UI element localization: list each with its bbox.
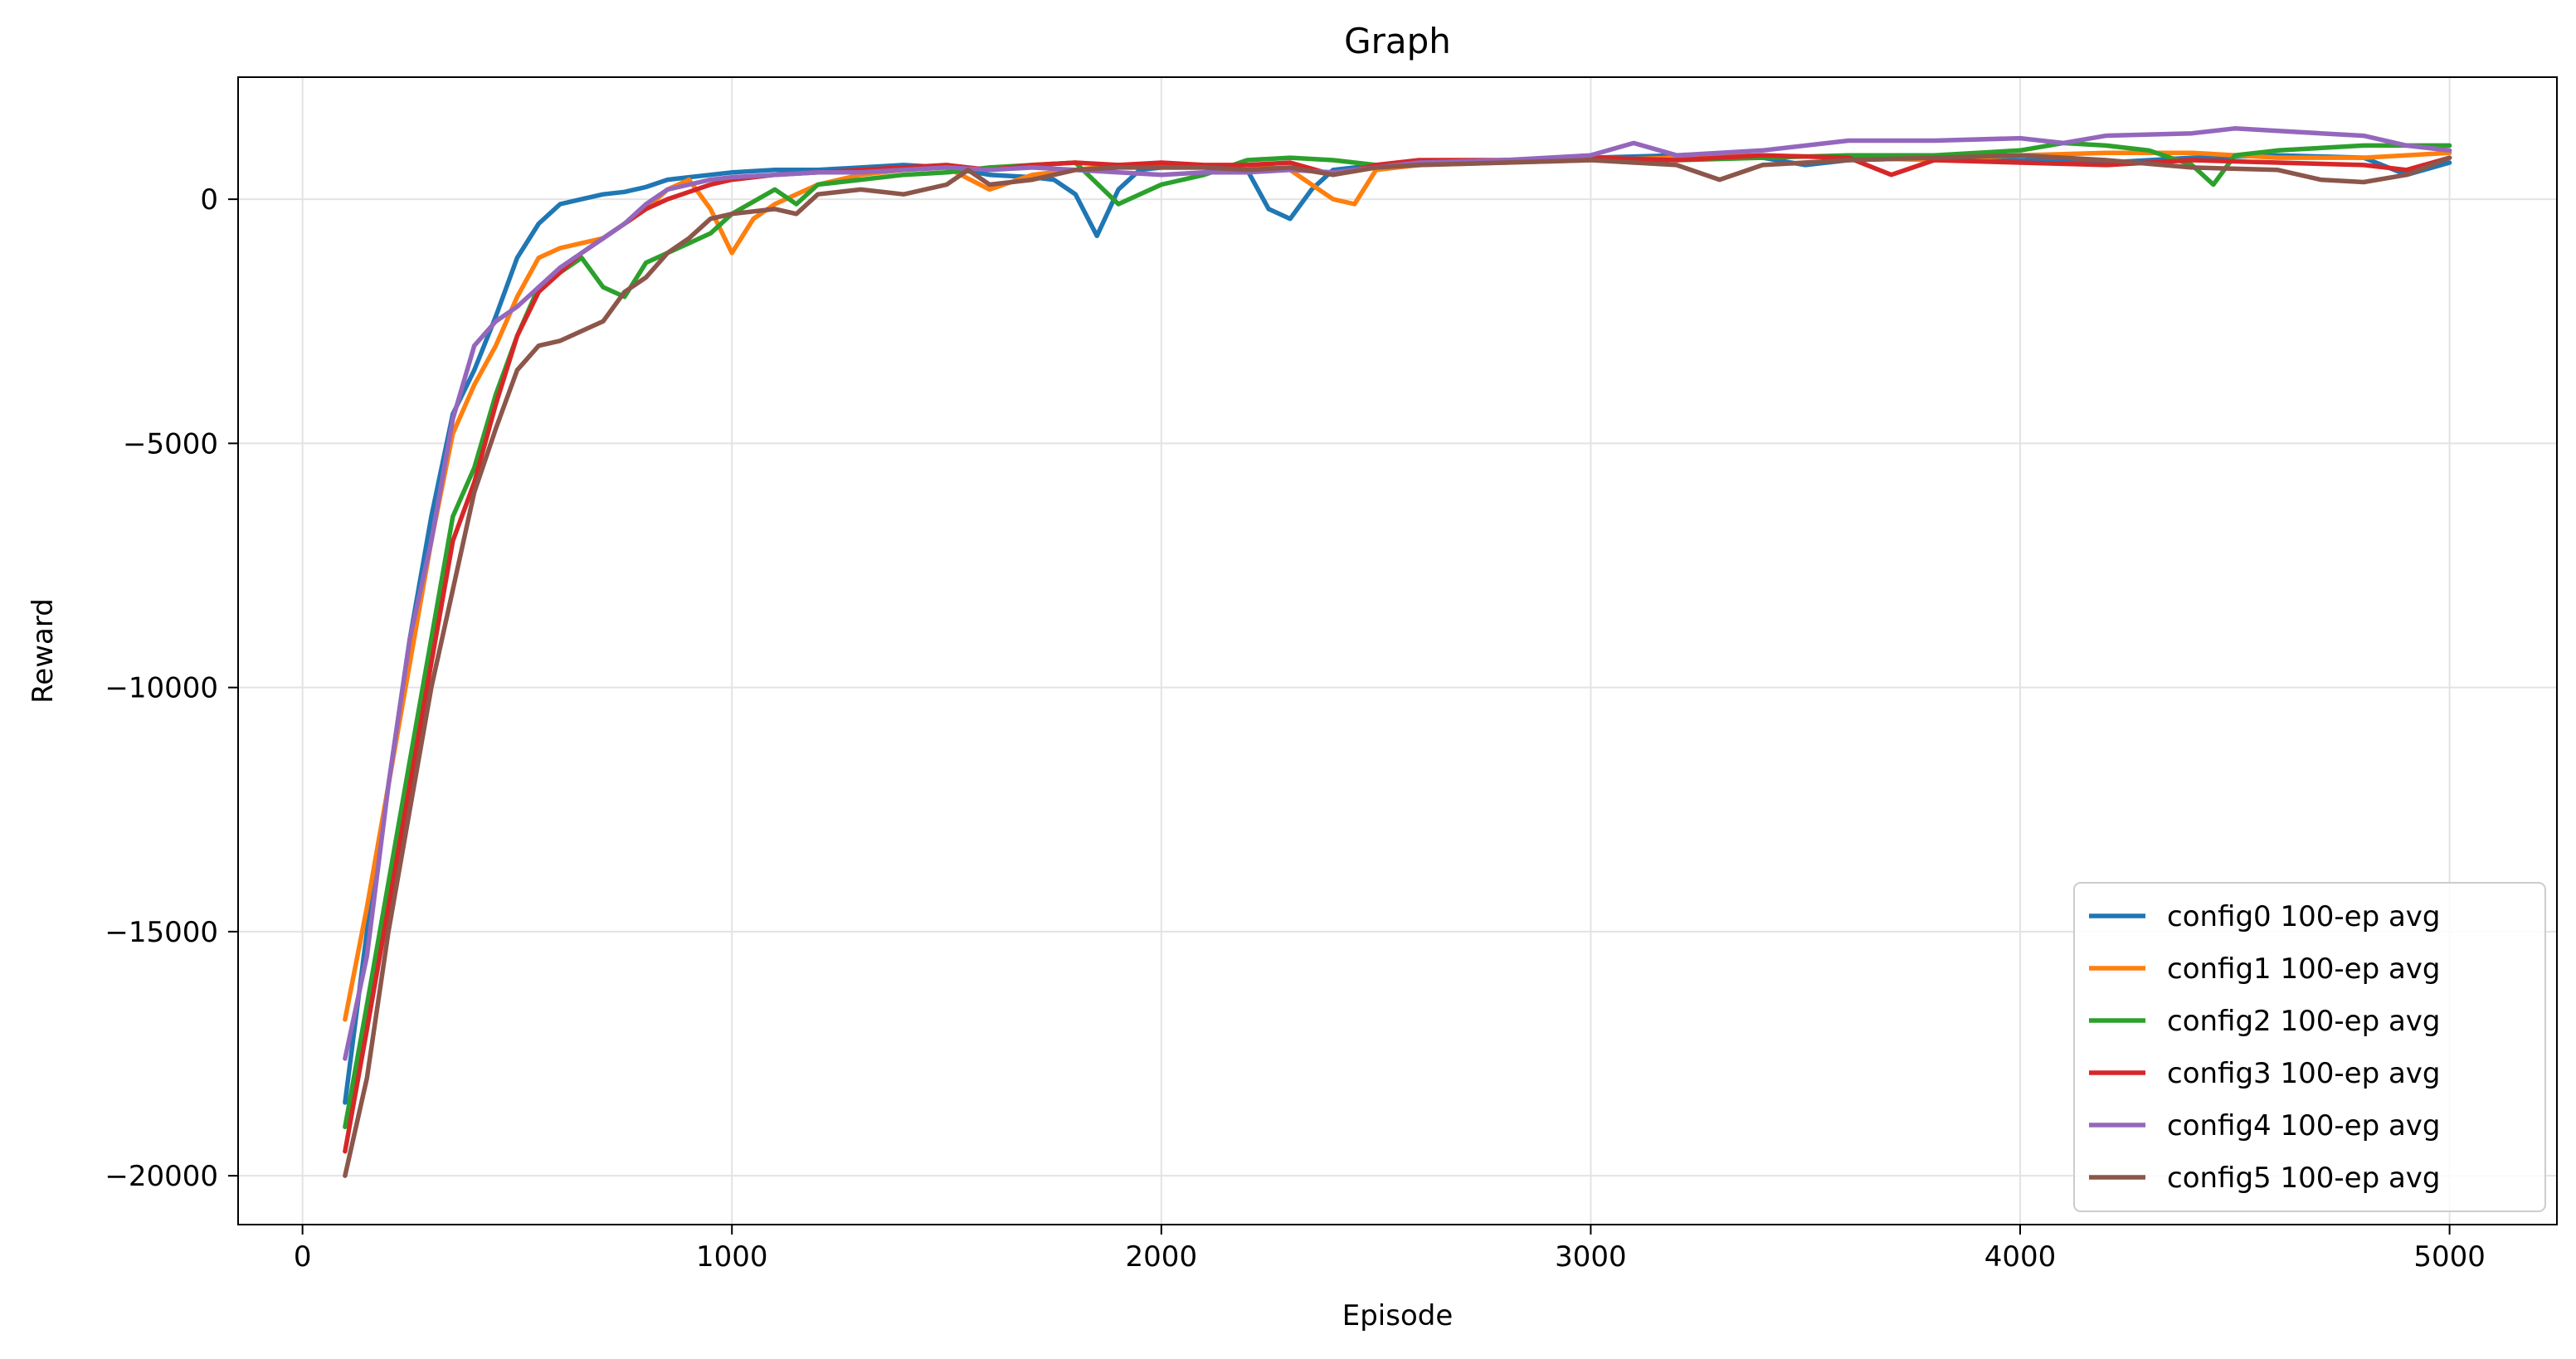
legend-item-label: config2 100-ep avg (2167, 1005, 2441, 1038)
legend-box (2073, 882, 2546, 1212)
legend-item-label: config4 100-ep avg (2167, 1109, 2441, 1142)
x-tick-label: 2000 (1126, 1240, 1198, 1274)
x-axis-label: Episode (1342, 1299, 1454, 1332)
y-tick-label: −10000 (105, 672, 218, 705)
series-lines (343, 126, 2452, 1178)
series-line-config4 (343, 126, 2452, 1061)
y-tick-label: −5000 (123, 427, 218, 460)
x-tick-label: 3000 (1555, 1240, 1627, 1274)
x-tick-label: 5000 (2413, 1240, 2486, 1274)
legend-item-label: config5 100-ep avg (2167, 1162, 2441, 1195)
y-axis-label: Reward (27, 598, 60, 704)
legend-item-label: config1 100-ep avg (2167, 952, 2441, 986)
y-tick-label: 0 (200, 183, 218, 217)
y-tick-label: −20000 (105, 1160, 218, 1193)
x-tick-label: 4000 (1984, 1240, 2057, 1274)
legend: config0 100-ep avg config1 100-ep avg conf… (2073, 882, 2546, 1212)
x-axis-ticks: 0 1000 2000 3000 4000 5000 (294, 1225, 2486, 1274)
y-axis-ticks: −20000 −15000 −10000 −5000 0 (105, 183, 238, 1193)
x-tick-label: 1000 (696, 1240, 768, 1274)
chart-title: Graph (1344, 21, 1451, 61)
series-line-config5 (343, 153, 2452, 1178)
y-tick-label: −15000 (105, 916, 218, 949)
legend-item-label: config0 100-ep avg (2167, 900, 2441, 933)
plot-frame (237, 76, 2558, 1225)
x-tick-label: 0 (294, 1240, 312, 1274)
legend-item-label: config3 100-ep avg (2167, 1057, 2441, 1090)
